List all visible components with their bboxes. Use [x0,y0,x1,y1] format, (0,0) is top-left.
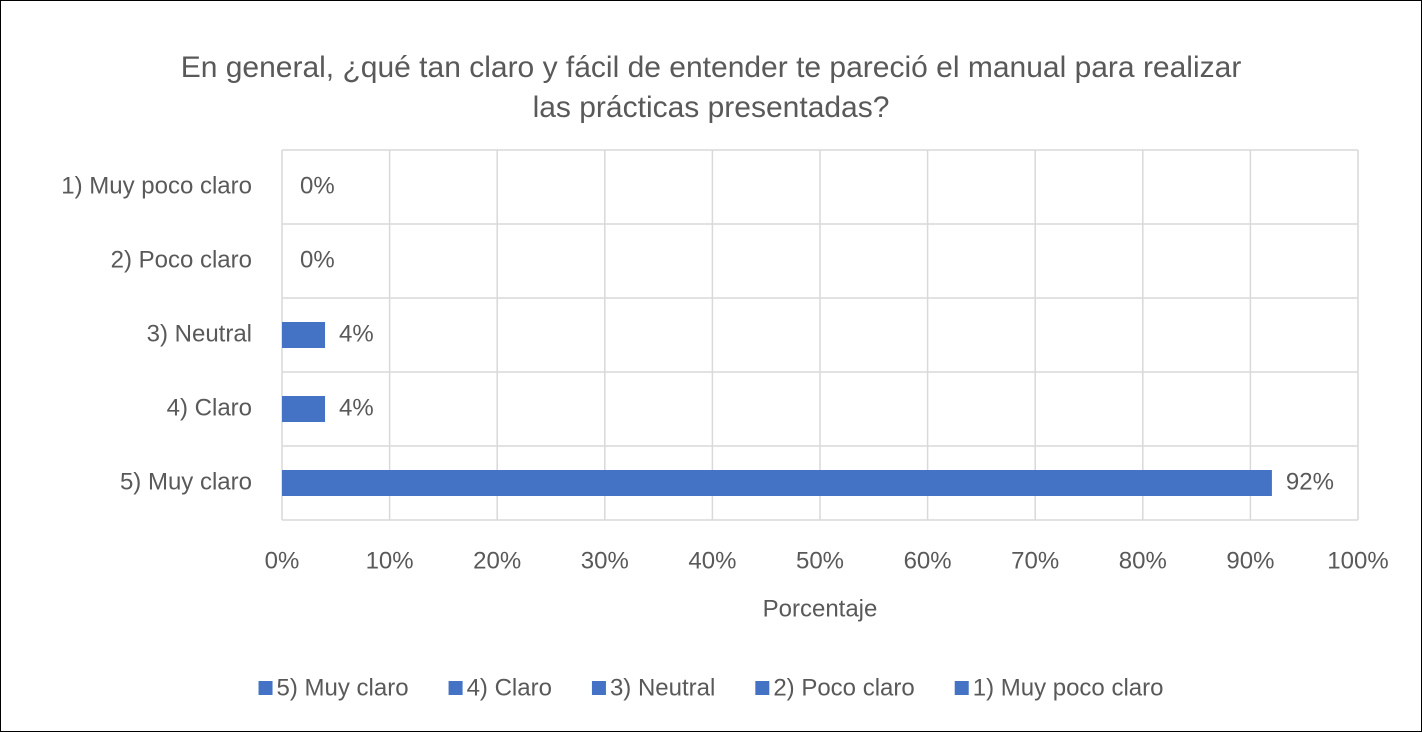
legend-label: 1) Muy poco claro [973,674,1164,701]
x-tick-label: 10% [366,547,414,574]
y-tick-label: 5) Muy claro [120,468,252,495]
y-tick-label: 4) Claro [167,394,252,421]
x-tick-label: 70% [1011,547,1059,574]
bar [282,470,1272,496]
data-label: 4% [339,320,374,347]
x-tick-label: 40% [688,547,736,574]
data-label: 0% [300,172,335,199]
legend-swatch [448,681,463,695]
x-tick-label: 20% [473,547,521,574]
legend-label: 4) Claro [467,674,552,701]
x-tick-label: 90% [1226,547,1274,574]
legend-swatch [258,681,273,695]
y-tick-label: 2) Poco claro [111,246,252,273]
chart-title: En general, ¿qué tan claro y fácil de en… [180,51,1242,124]
legend-swatch [954,681,969,695]
x-tick-label: 50% [796,547,844,574]
bar [282,322,326,348]
bar [282,396,326,422]
legend-swatch [755,681,770,695]
x-axis-label: Porcentaje [763,595,878,622]
x-tick-label: 80% [1119,547,1167,574]
y-tick-label: 1) Muy poco claro [61,172,252,199]
y-tick-label: 3) Neutral [147,320,252,347]
x-tick-label: 100% [1327,547,1388,574]
x-tick-label: 0% [265,547,300,574]
x-tick-label: 30% [581,547,629,574]
data-label: 92% [1286,468,1334,495]
legend-label: 3) Neutral [610,674,715,701]
legend-swatch [591,681,606,695]
x-tick-label: 60% [904,547,952,574]
data-label: 4% [339,394,374,421]
legend-label: 2) Poco claro [773,674,914,701]
data-label: 0% [300,246,335,273]
legend-label: 5) Muy claro [277,674,409,701]
